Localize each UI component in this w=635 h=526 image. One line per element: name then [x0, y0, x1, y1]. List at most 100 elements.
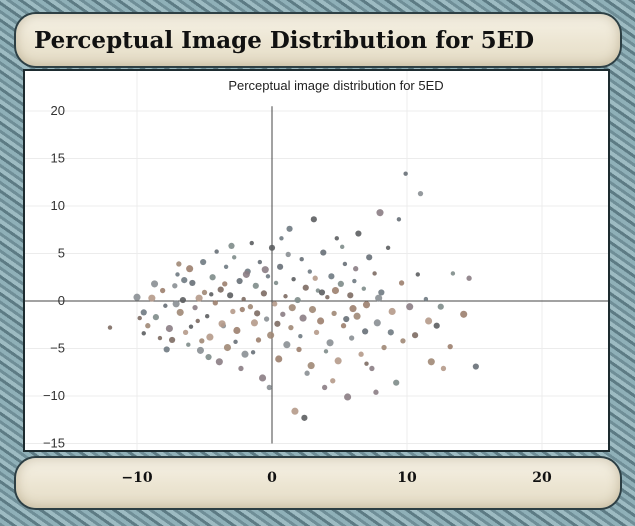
scatter-point — [206, 333, 214, 341]
y-tick-label: −15 — [43, 436, 65, 451]
scatter-point — [179, 296, 186, 304]
scatter-point — [201, 289, 208, 296]
y-tick-label: 0 — [58, 293, 65, 308]
scatter-point — [160, 287, 166, 294]
card-title: Perceptual Image Distribution for 5ED — [34, 27, 535, 54]
scatter-point — [299, 257, 304, 262]
scatter-point — [137, 315, 142, 321]
scatter-point — [163, 303, 168, 308]
scatter-point — [227, 292, 234, 299]
scatter-point — [196, 346, 204, 354]
scatter-point — [291, 276, 296, 282]
scatter-point — [358, 351, 364, 357]
scatter-point — [450, 271, 456, 276]
scatter-point — [376, 209, 384, 217]
scatter-point — [433, 322, 440, 329]
scatter-point — [299, 314, 307, 322]
scatter-point — [140, 309, 147, 316]
scatter-point — [403, 171, 408, 176]
scatter-point — [192, 305, 198, 311]
scatter-point — [255, 337, 262, 343]
gridlines — [25, 71, 608, 450]
scatter-point — [361, 286, 366, 291]
scatter-point — [266, 384, 272, 391]
scatter-point — [188, 324, 194, 329]
scatter-point — [387, 329, 394, 336]
axes — [25, 106, 608, 444]
scatter-point — [460, 310, 468, 318]
scatter-point — [222, 281, 228, 287]
scatter-point — [279, 236, 284, 241]
scatter-point — [274, 320, 281, 327]
scatter-point — [254, 310, 261, 317]
scatter-point — [205, 314, 210, 319]
y-tick-label: −5 — [50, 341, 65, 356]
scatter-point — [447, 343, 453, 350]
scatter-point — [209, 292, 214, 297]
scatter-point — [364, 361, 369, 366]
scatter-point — [349, 305, 357, 313]
scatter-point — [133, 293, 141, 301]
scatter-point — [378, 289, 385, 296]
scatter-point — [233, 339, 238, 345]
scatter-point — [250, 319, 258, 327]
scatter-point — [310, 216, 317, 223]
y-tick-label: 20 — [51, 103, 65, 118]
scatter-point — [388, 307, 396, 315]
scatter-point — [236, 277, 243, 285]
scatter-point — [331, 287, 340, 295]
scatter-point — [189, 279, 196, 287]
scatter-point — [288, 324, 294, 331]
scatter-point — [320, 249, 327, 256]
scatter-point — [301, 414, 308, 421]
scatter-point — [427, 358, 435, 366]
scatter-point — [265, 274, 271, 279]
scatter-point — [267, 331, 275, 339]
scatter-point — [176, 261, 182, 267]
scatter-point — [304, 370, 310, 376]
scatter-point — [400, 338, 406, 344]
scatter-point — [466, 275, 472, 281]
scatter-point — [252, 282, 259, 289]
scatter-point — [247, 304, 254, 310]
scatter-point — [302, 284, 309, 291]
scatter-point — [242, 270, 250, 278]
scatter-point — [396, 217, 402, 222]
scatter-point — [148, 294, 156, 302]
scatter-point — [417, 191, 424, 197]
scatter-point — [249, 240, 254, 246]
scatter-point — [312, 275, 318, 281]
scatter-point — [353, 266, 359, 272]
scatter-point — [366, 254, 373, 261]
scatter-point — [214, 249, 219, 254]
scatter-point — [330, 378, 336, 384]
scatter-point — [260, 290, 267, 297]
scatter-point — [472, 363, 479, 370]
scatter-point — [200, 258, 207, 266]
scatter-point — [257, 259, 263, 265]
title-banner: Perceptual Image Distribution for 5ED — [16, 14, 620, 66]
scatter-point — [334, 357, 342, 365]
scatter-point — [186, 342, 191, 347]
scatter-point — [238, 365, 244, 372]
scatter-point — [440, 365, 447, 372]
scatter-point — [369, 365, 375, 372]
scatter-point — [199, 338, 205, 344]
scatter-point — [209, 274, 216, 281]
scatter-point — [165, 325, 173, 333]
scatter-point — [296, 346, 302, 353]
scatter-point — [151, 280, 159, 288]
scatter-point — [375, 294, 383, 302]
scatter-point — [232, 255, 237, 260]
scatter-point — [217, 286, 224, 293]
y-tick-label: −10 — [43, 388, 65, 403]
scatter-point — [340, 244, 345, 250]
scatter-point — [261, 266, 269, 274]
scatter-point — [425, 317, 433, 325]
scatter-point — [398, 280, 405, 286]
y-tick-label: 5 — [58, 246, 65, 261]
scatter-point — [381, 344, 387, 351]
scatter-point — [355, 230, 362, 237]
scatter-point — [280, 311, 286, 317]
scatter-point — [141, 331, 146, 336]
